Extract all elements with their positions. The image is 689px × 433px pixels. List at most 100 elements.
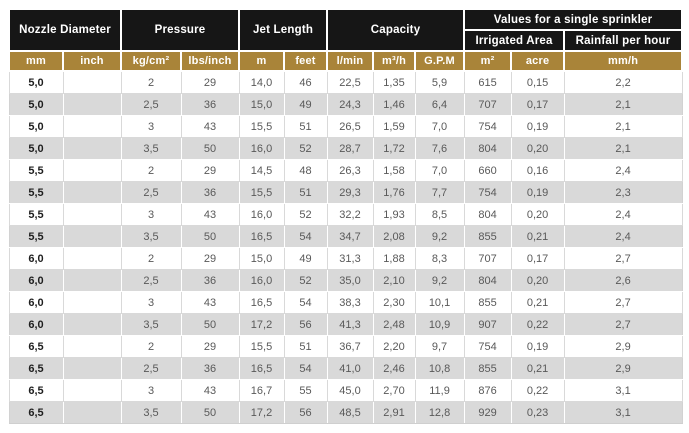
cell-acre: 0,19 [510,335,565,358]
cell-mm: 5,5 [8,203,64,226]
cell-inch [62,269,122,292]
cell-gpm: 7,6 [414,137,465,160]
cell-inch [62,115,122,138]
cell-m3-h: 2,46 [372,357,416,380]
cell-inch [62,401,122,424]
header-capacity: Capacity [326,8,466,52]
table-row: 5,5 3 43 16,0 52 32,2 1,93 8,5 804 0,20 2,4 [8,203,683,226]
header-subgroup-row: Irrigated Area Rainfall per hour [9,29,684,52]
cell-kg-cm2: 3 [120,291,182,314]
cell-inch [62,137,122,160]
cell-mm-h: 2,7 [563,291,683,314]
cell-l-min: 36,7 [326,335,374,358]
unit-m: m [238,50,285,72]
cell-gpm: 11,9 [414,379,465,402]
cell-inch [62,70,122,94]
table-row: 6,5 3,5 50 17,2 56 48,5 2,91 12,8 929 0,23 3,1 [8,401,683,424]
cell-l-min: 22,5 [326,70,374,94]
cell-m2: 754 [463,115,512,138]
cell-m3-h: 2,91 [372,401,416,424]
cell-m: 15,0 [238,93,285,116]
cell-kg-cm2: 3,5 [120,225,182,248]
header-units-row: mm inch kg/cm² lbs/inch m feet l/min m³/… [8,50,684,72]
cell-kg-cm2: 2,5 [120,93,182,116]
cell-acre: 0,19 [510,181,565,204]
cell-lbs-inch: 43 [180,203,240,226]
table-row: 5,5 2,5 36 15,5 51 29,3 1,76 7,7 754 0,19 2,3 [8,181,683,204]
sprinkler-spec-table: Nozzle Diameter Pressure Jet Length Capa… [8,8,684,424]
cell-mm-h: 2,9 [563,357,683,380]
cell-l-min: 26,3 [326,159,374,182]
cell-feet: 49 [283,93,328,116]
cell-m2: 707 [463,93,512,116]
cell-kg-cm2: 3,5 [120,313,182,336]
cell-l-min: 32,2 [326,203,374,226]
cell-m2: 707 [463,247,512,270]
cell-m: 16,0 [238,269,285,292]
cell-feet: 52 [283,137,328,160]
header-single-sprinkler: Values for a single sprinkler [463,8,684,31]
cell-lbs-inch: 29 [180,335,240,358]
cell-lbs-inch: 36 [180,357,240,380]
cell-mm-h: 2,7 [563,313,683,336]
cell-gpm: 10,9 [414,313,465,336]
cell-mm-h: 2,2 [563,70,683,94]
cell-inch [62,159,122,182]
cell-m: 14,0 [238,70,285,94]
cell-l-min: 38,3 [326,291,374,314]
cell-lbs-inch: 50 [180,137,240,160]
cell-gpm: 9,2 [414,225,465,248]
cell-mm: 6,5 [8,379,64,402]
cell-m2: 855 [463,291,512,314]
cell-acre: 0,21 [510,357,565,380]
table-row: 6,5 2,5 36 16,5 54 41,0 2,46 10,8 855 0,21 2,9 [8,357,683,380]
cell-feet: 54 [283,357,328,380]
cell-feet: 51 [283,335,328,358]
cell-m2: 615 [463,70,512,94]
cell-kg-cm2: 3 [120,115,182,138]
table-row: 6,5 2 29 15,5 51 36,7 2,20 9,7 754 0,19 2,9 [8,335,683,358]
cell-m: 16,5 [238,357,285,380]
cell-feet: 48 [283,159,328,182]
cell-acre: 0,17 [510,93,565,116]
cell-inch [62,203,122,226]
cell-lbs-inch: 50 [180,401,240,424]
cell-m: 16,5 [238,291,285,314]
cell-m2: 804 [463,269,512,292]
header-irrigated-area: Irrigated Area [463,29,566,52]
cell-m3-h: 1,58 [372,159,416,182]
cell-l-min: 31,3 [326,247,374,270]
cell-m: 16,0 [238,203,285,226]
cell-m3-h: 1,88 [372,247,416,270]
unit-inch: inch [62,50,122,72]
cell-kg-cm2: 2 [120,335,182,358]
cell-mm-h: 2,1 [563,137,683,160]
cell-m3-h: 2,20 [372,335,416,358]
cell-m3-h: 1,76 [372,181,416,204]
cell-m3-h: 2,30 [372,291,416,314]
table-row: 6,0 3,5 50 17,2 56 41,3 2,48 10,9 907 0,22 2,7 [8,313,683,336]
cell-feet: 56 [283,401,328,424]
cell-mm-h: 3,1 [563,401,683,424]
cell-m2: 804 [463,203,512,226]
cell-m: 15,5 [238,115,285,138]
cell-gpm: 7,7 [414,181,465,204]
cell-m: 15,5 [238,335,285,358]
cell-l-min: 48,5 [326,401,374,424]
cell-mm: 6,0 [8,291,64,314]
cell-kg-cm2: 3,5 [120,401,182,424]
cell-feet: 46 [283,70,328,94]
cell-mm-h: 2,1 [563,115,683,138]
cell-inch [62,379,122,402]
cell-lbs-inch: 36 [180,181,240,204]
cell-lbs-inch: 36 [180,93,240,116]
header-nozzle-diameter: Nozzle Diameter [8,8,122,52]
cell-feet: 51 [283,115,328,138]
cell-acre: 0,22 [510,313,565,336]
cell-feet: 56 [283,313,328,336]
cell-l-min: 41,3 [326,313,374,336]
cell-feet: 52 [283,203,328,226]
cell-kg-cm2: 2,5 [120,269,182,292]
cell-gpm: 7,0 [414,159,465,182]
